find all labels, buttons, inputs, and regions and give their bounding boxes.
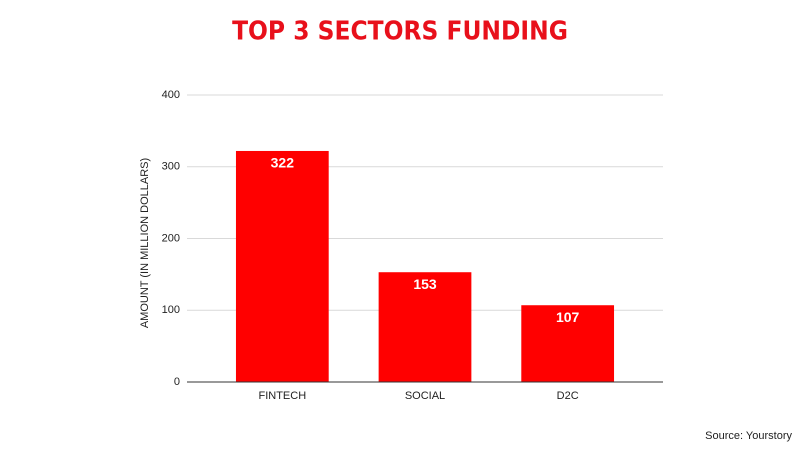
value-label: 322 <box>271 155 295 171</box>
bar <box>235 150 329 382</box>
x-tick-label: FINTECH <box>258 390 306 402</box>
bar <box>378 272 472 382</box>
x-tick-label: SOCIAL <box>405 390 445 402</box>
y-tick-label: 0 <box>174 376 180 388</box>
y-tick-label: 300 <box>162 161 180 173</box>
bar <box>521 305 615 382</box>
y-tick-label: 200 <box>162 232 180 244</box>
y-axis-label: AMOUNT (IN MILLION DOLLARS) <box>139 158 151 328</box>
value-label: 153 <box>413 276 437 292</box>
source: Source: Yourstory <box>705 430 792 442</box>
chart-title: TOP 3 SECTORS FUNDING <box>232 17 568 47</box>
y-tick-label: 100 <box>162 304 180 316</box>
x-tick-label: D2C <box>557 390 579 402</box>
y-tick-label: 400 <box>162 89 180 101</box>
value-label: 107 <box>556 309 580 325</box>
